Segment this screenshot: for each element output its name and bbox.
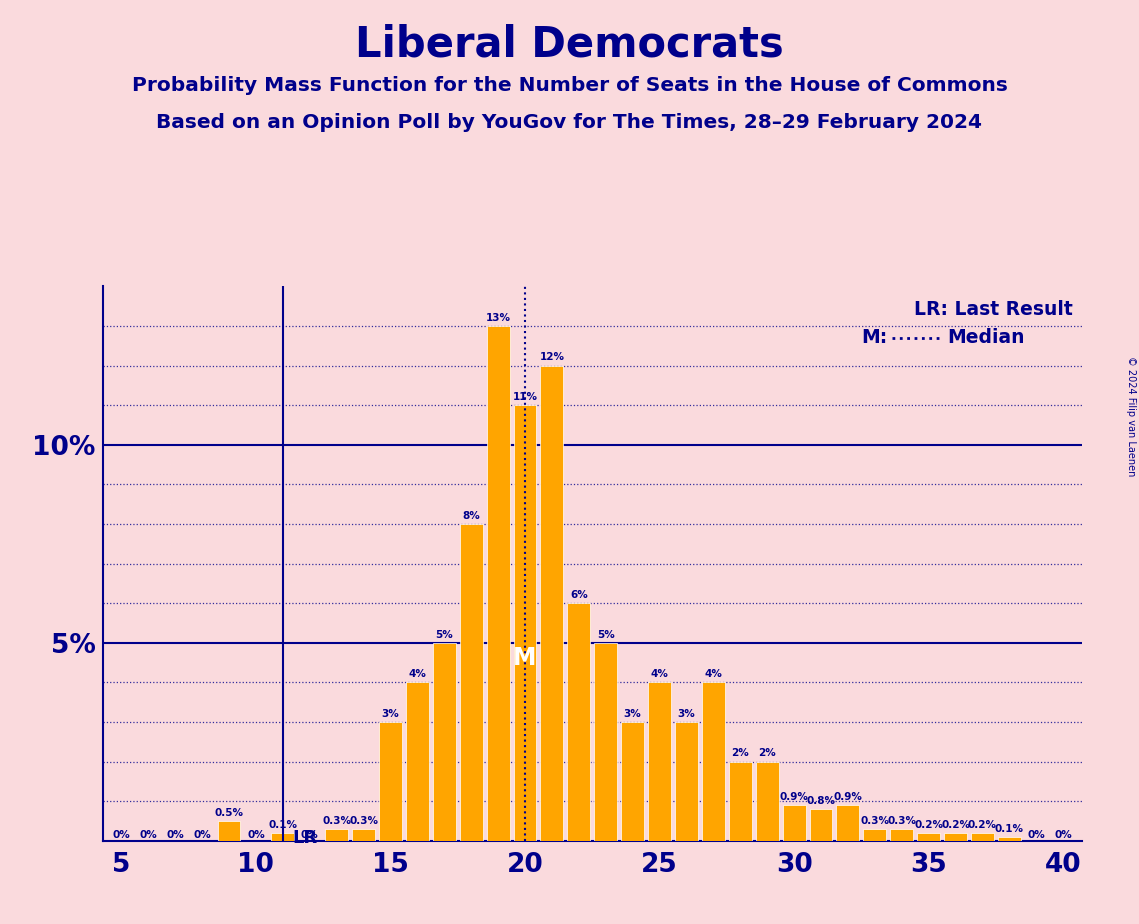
- Bar: [944, 833, 967, 841]
- Text: 0.1%: 0.1%: [994, 823, 1024, 833]
- Text: 4%: 4%: [704, 669, 722, 679]
- Text: 0.2%: 0.2%: [915, 820, 943, 830]
- Text: 0.9%: 0.9%: [780, 792, 809, 802]
- Text: 0.3%: 0.3%: [887, 816, 916, 826]
- Text: 11%: 11%: [513, 392, 538, 402]
- Text: 0.3%: 0.3%: [349, 816, 378, 826]
- Bar: [271, 833, 294, 841]
- Bar: [326, 829, 349, 841]
- Text: 0%: 0%: [301, 830, 319, 840]
- Bar: [541, 366, 564, 841]
- Bar: [486, 326, 509, 841]
- Bar: [810, 809, 833, 841]
- Text: 13%: 13%: [485, 313, 510, 322]
- Text: 0.2%: 0.2%: [941, 820, 970, 830]
- Text: 0%: 0%: [1027, 830, 1046, 840]
- Text: 12%: 12%: [540, 352, 565, 362]
- Text: 0.1%: 0.1%: [269, 820, 297, 830]
- Bar: [756, 761, 779, 841]
- Text: © 2024 Filip van Laenen: © 2024 Filip van Laenen: [1126, 356, 1136, 476]
- Text: LR: LR: [293, 829, 318, 847]
- Bar: [998, 837, 1021, 841]
- Bar: [782, 805, 805, 841]
- Bar: [567, 603, 590, 841]
- Text: 5%: 5%: [435, 629, 453, 639]
- Text: 0%: 0%: [194, 830, 211, 840]
- Text: 0.8%: 0.8%: [806, 796, 836, 806]
- Text: 5%: 5%: [597, 629, 615, 639]
- Text: Probability Mass Function for the Number of Seats in the House of Commons: Probability Mass Function for the Number…: [132, 76, 1007, 95]
- Bar: [648, 683, 671, 841]
- Text: 2%: 2%: [759, 748, 776, 759]
- Bar: [675, 722, 698, 841]
- Text: 0.2%: 0.2%: [968, 820, 997, 830]
- Text: 2%: 2%: [731, 748, 749, 759]
- Bar: [514, 406, 536, 841]
- Text: 3%: 3%: [678, 709, 695, 719]
- Text: 0.9%: 0.9%: [834, 792, 862, 802]
- Text: 3%: 3%: [382, 709, 400, 719]
- Bar: [405, 683, 428, 841]
- Bar: [621, 722, 644, 841]
- Bar: [891, 829, 913, 841]
- Bar: [729, 761, 752, 841]
- Text: 0%: 0%: [139, 830, 157, 840]
- Text: 0%: 0%: [113, 830, 130, 840]
- Bar: [702, 683, 724, 841]
- Text: 6%: 6%: [570, 590, 588, 600]
- Bar: [460, 524, 483, 841]
- Bar: [218, 821, 240, 841]
- Bar: [352, 829, 375, 841]
- Text: 0.3%: 0.3%: [322, 816, 351, 826]
- Bar: [972, 833, 994, 841]
- Text: 0%: 0%: [166, 830, 185, 840]
- Bar: [595, 643, 617, 841]
- Bar: [379, 722, 402, 841]
- Text: Liberal Democrats: Liberal Democrats: [355, 23, 784, 65]
- Text: 0%: 0%: [1055, 830, 1072, 840]
- Bar: [863, 829, 886, 841]
- Text: Based on an Opinion Poll by YouGov for The Times, 28–29 February 2024: Based on an Opinion Poll by YouGov for T…: [156, 113, 983, 132]
- Text: 0.3%: 0.3%: [860, 816, 890, 826]
- Text: 4%: 4%: [650, 669, 669, 679]
- Text: 3%: 3%: [624, 709, 641, 719]
- Text: 0.5%: 0.5%: [214, 808, 244, 818]
- Text: 4%: 4%: [409, 669, 426, 679]
- Text: 0%: 0%: [247, 830, 264, 840]
- Bar: [917, 833, 940, 841]
- Text: Median: Median: [947, 328, 1024, 347]
- Text: M:: M:: [862, 328, 888, 347]
- Text: LR: Last Result: LR: Last Result: [913, 300, 1072, 320]
- Bar: [433, 643, 456, 841]
- Text: M: M: [514, 646, 536, 670]
- Bar: [836, 805, 859, 841]
- Text: 8%: 8%: [462, 511, 480, 521]
